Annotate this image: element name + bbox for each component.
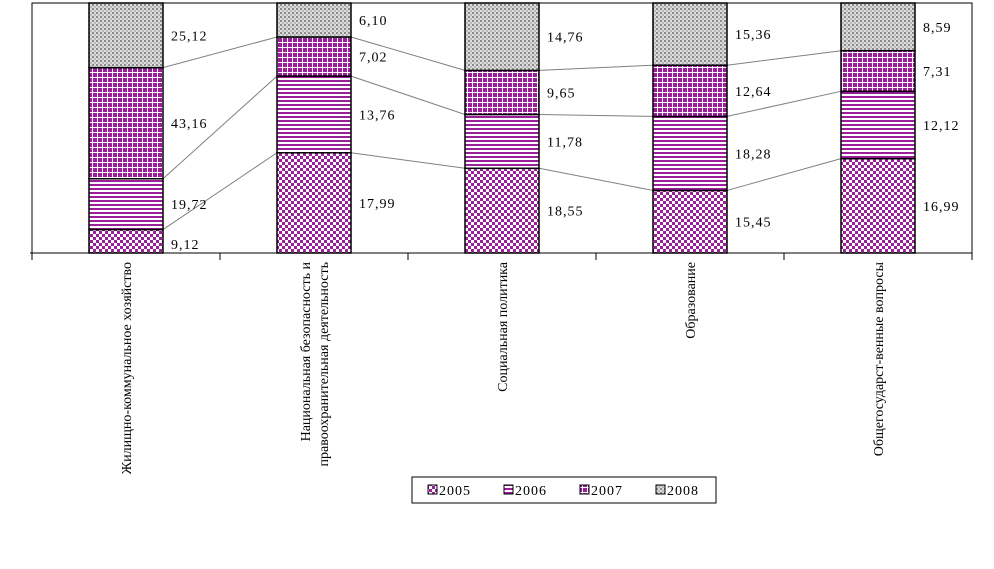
series-line-2005-2 bbox=[538, 167, 654, 191]
bar-segment-2006-4 bbox=[840, 90, 916, 160]
value-label-2007-3: 12,64 bbox=[735, 85, 772, 100]
value-label-2006-1: 13,76 bbox=[359, 108, 396, 123]
bar-segment-2008-0 bbox=[88, 2, 164, 69]
bar-segment-2008-1 bbox=[276, 2, 352, 38]
value-label-2005-1: 17,99 bbox=[359, 197, 396, 212]
series-line-2005-0 bbox=[162, 152, 278, 230]
legend-label-2005: 2005 bbox=[439, 484, 471, 499]
category-labels: Жилищно-коммунальное хозяйство Национальн… bbox=[120, 261, 887, 474]
bar-segment-2008-3 bbox=[652, 2, 728, 66]
bar-segment-2005-3 bbox=[652, 189, 728, 254]
value-label-2007-4: 7,31 bbox=[923, 65, 952, 80]
series-line-2007-3 bbox=[726, 50, 842, 66]
value-label-2005-4: 16,99 bbox=[923, 200, 960, 215]
bar-segment-2006-2 bbox=[464, 113, 540, 170]
bar-segment-2008-2 bbox=[464, 2, 540, 72]
legend-swatch-2006 bbox=[503, 484, 514, 495]
bar-segment-2005-4 bbox=[840, 157, 916, 254]
bar-segment-2006-1 bbox=[276, 75, 352, 154]
series-line-2007-0 bbox=[162, 36, 278, 69]
category-label-4: Общегосударст-венные вопросы bbox=[872, 261, 887, 456]
value-label-2005-2: 18,55 bbox=[547, 205, 584, 220]
category-label-2: Социальная политика bbox=[496, 261, 511, 392]
value-label-2006-3: 18,28 bbox=[735, 147, 772, 162]
category-label-3: Образование bbox=[684, 262, 699, 339]
bar-segment-2007-4 bbox=[840, 49, 916, 93]
legend-label-2008: 2008 bbox=[667, 484, 699, 499]
series-line-2006-2 bbox=[538, 113, 654, 117]
legend-swatch-2005 bbox=[427, 484, 438, 495]
value-label-2008-1: 6,10 bbox=[359, 14, 388, 29]
category-label-1-line-1: правоохранительная деятельность bbox=[317, 262, 332, 466]
legend-swatch-2007 bbox=[579, 484, 590, 495]
series-line-2005-1 bbox=[350, 152, 466, 169]
value-label-2006-4: 12,12 bbox=[923, 119, 960, 134]
value-label-2007-0: 43,16 bbox=[171, 117, 208, 132]
value-label-2007-1: 7,02 bbox=[359, 51, 388, 66]
legend-label-2007: 2007 bbox=[591, 484, 623, 499]
legend: 2005 2006 2007 2008 bbox=[411, 476, 717, 504]
series-line-2006-3 bbox=[726, 90, 842, 117]
legend-label-2006: 2006 bbox=[515, 484, 547, 499]
value-label-2006-0: 19,72 bbox=[171, 198, 208, 213]
bar-segment-2006-0 bbox=[88, 178, 164, 231]
bar-segment-2005-1 bbox=[276, 152, 352, 254]
legend-swatch-2008 bbox=[655, 484, 666, 495]
value-label-2005-3: 15,45 bbox=[735, 216, 772, 231]
series-line-2006-1 bbox=[350, 75, 466, 115]
value-label-2006-2: 11,78 bbox=[547, 135, 583, 150]
series-line-2007-1 bbox=[350, 36, 466, 71]
value-label-2008-0: 25,12 bbox=[171, 29, 208, 44]
series-line-2005-3 bbox=[726, 158, 842, 191]
value-label-2008-2: 14,76 bbox=[547, 31, 584, 46]
bars bbox=[88, 2, 916, 254]
category-label-0: Жилищно-коммунальное хозяйство bbox=[120, 262, 135, 474]
bar-segment-2005-0 bbox=[88, 228, 164, 254]
bar-segment-2007-2 bbox=[464, 69, 540, 116]
bar-segment-2007-1 bbox=[276, 36, 352, 77]
category-label-1-line-0: Национальная безопасность и bbox=[299, 262, 314, 442]
value-labels: 9,12 19,72 43,16 25,12 17,99 13,76 7,02 6,10 18,… bbox=[171, 14, 960, 253]
bar-segment-2007-0 bbox=[88, 66, 164, 180]
series-lines bbox=[162, 36, 842, 230]
series-line-2006-0 bbox=[162, 75, 278, 180]
value-label-2008-3: 15,36 bbox=[735, 28, 772, 43]
bar-segment-2008-4 bbox=[840, 2, 916, 52]
bar-segment-2007-3 bbox=[652, 64, 728, 118]
value-label-2005-0: 9,12 bbox=[171, 238, 200, 253]
value-label-2007-2: 9,65 bbox=[547, 86, 576, 101]
bar-segment-2005-2 bbox=[464, 167, 540, 254]
x-axis-ticks bbox=[31, 253, 973, 260]
series-line-2007-2 bbox=[538, 64, 654, 71]
value-label-2008-4: 8,59 bbox=[923, 21, 952, 36]
bar-segment-2006-3 bbox=[652, 115, 728, 192]
